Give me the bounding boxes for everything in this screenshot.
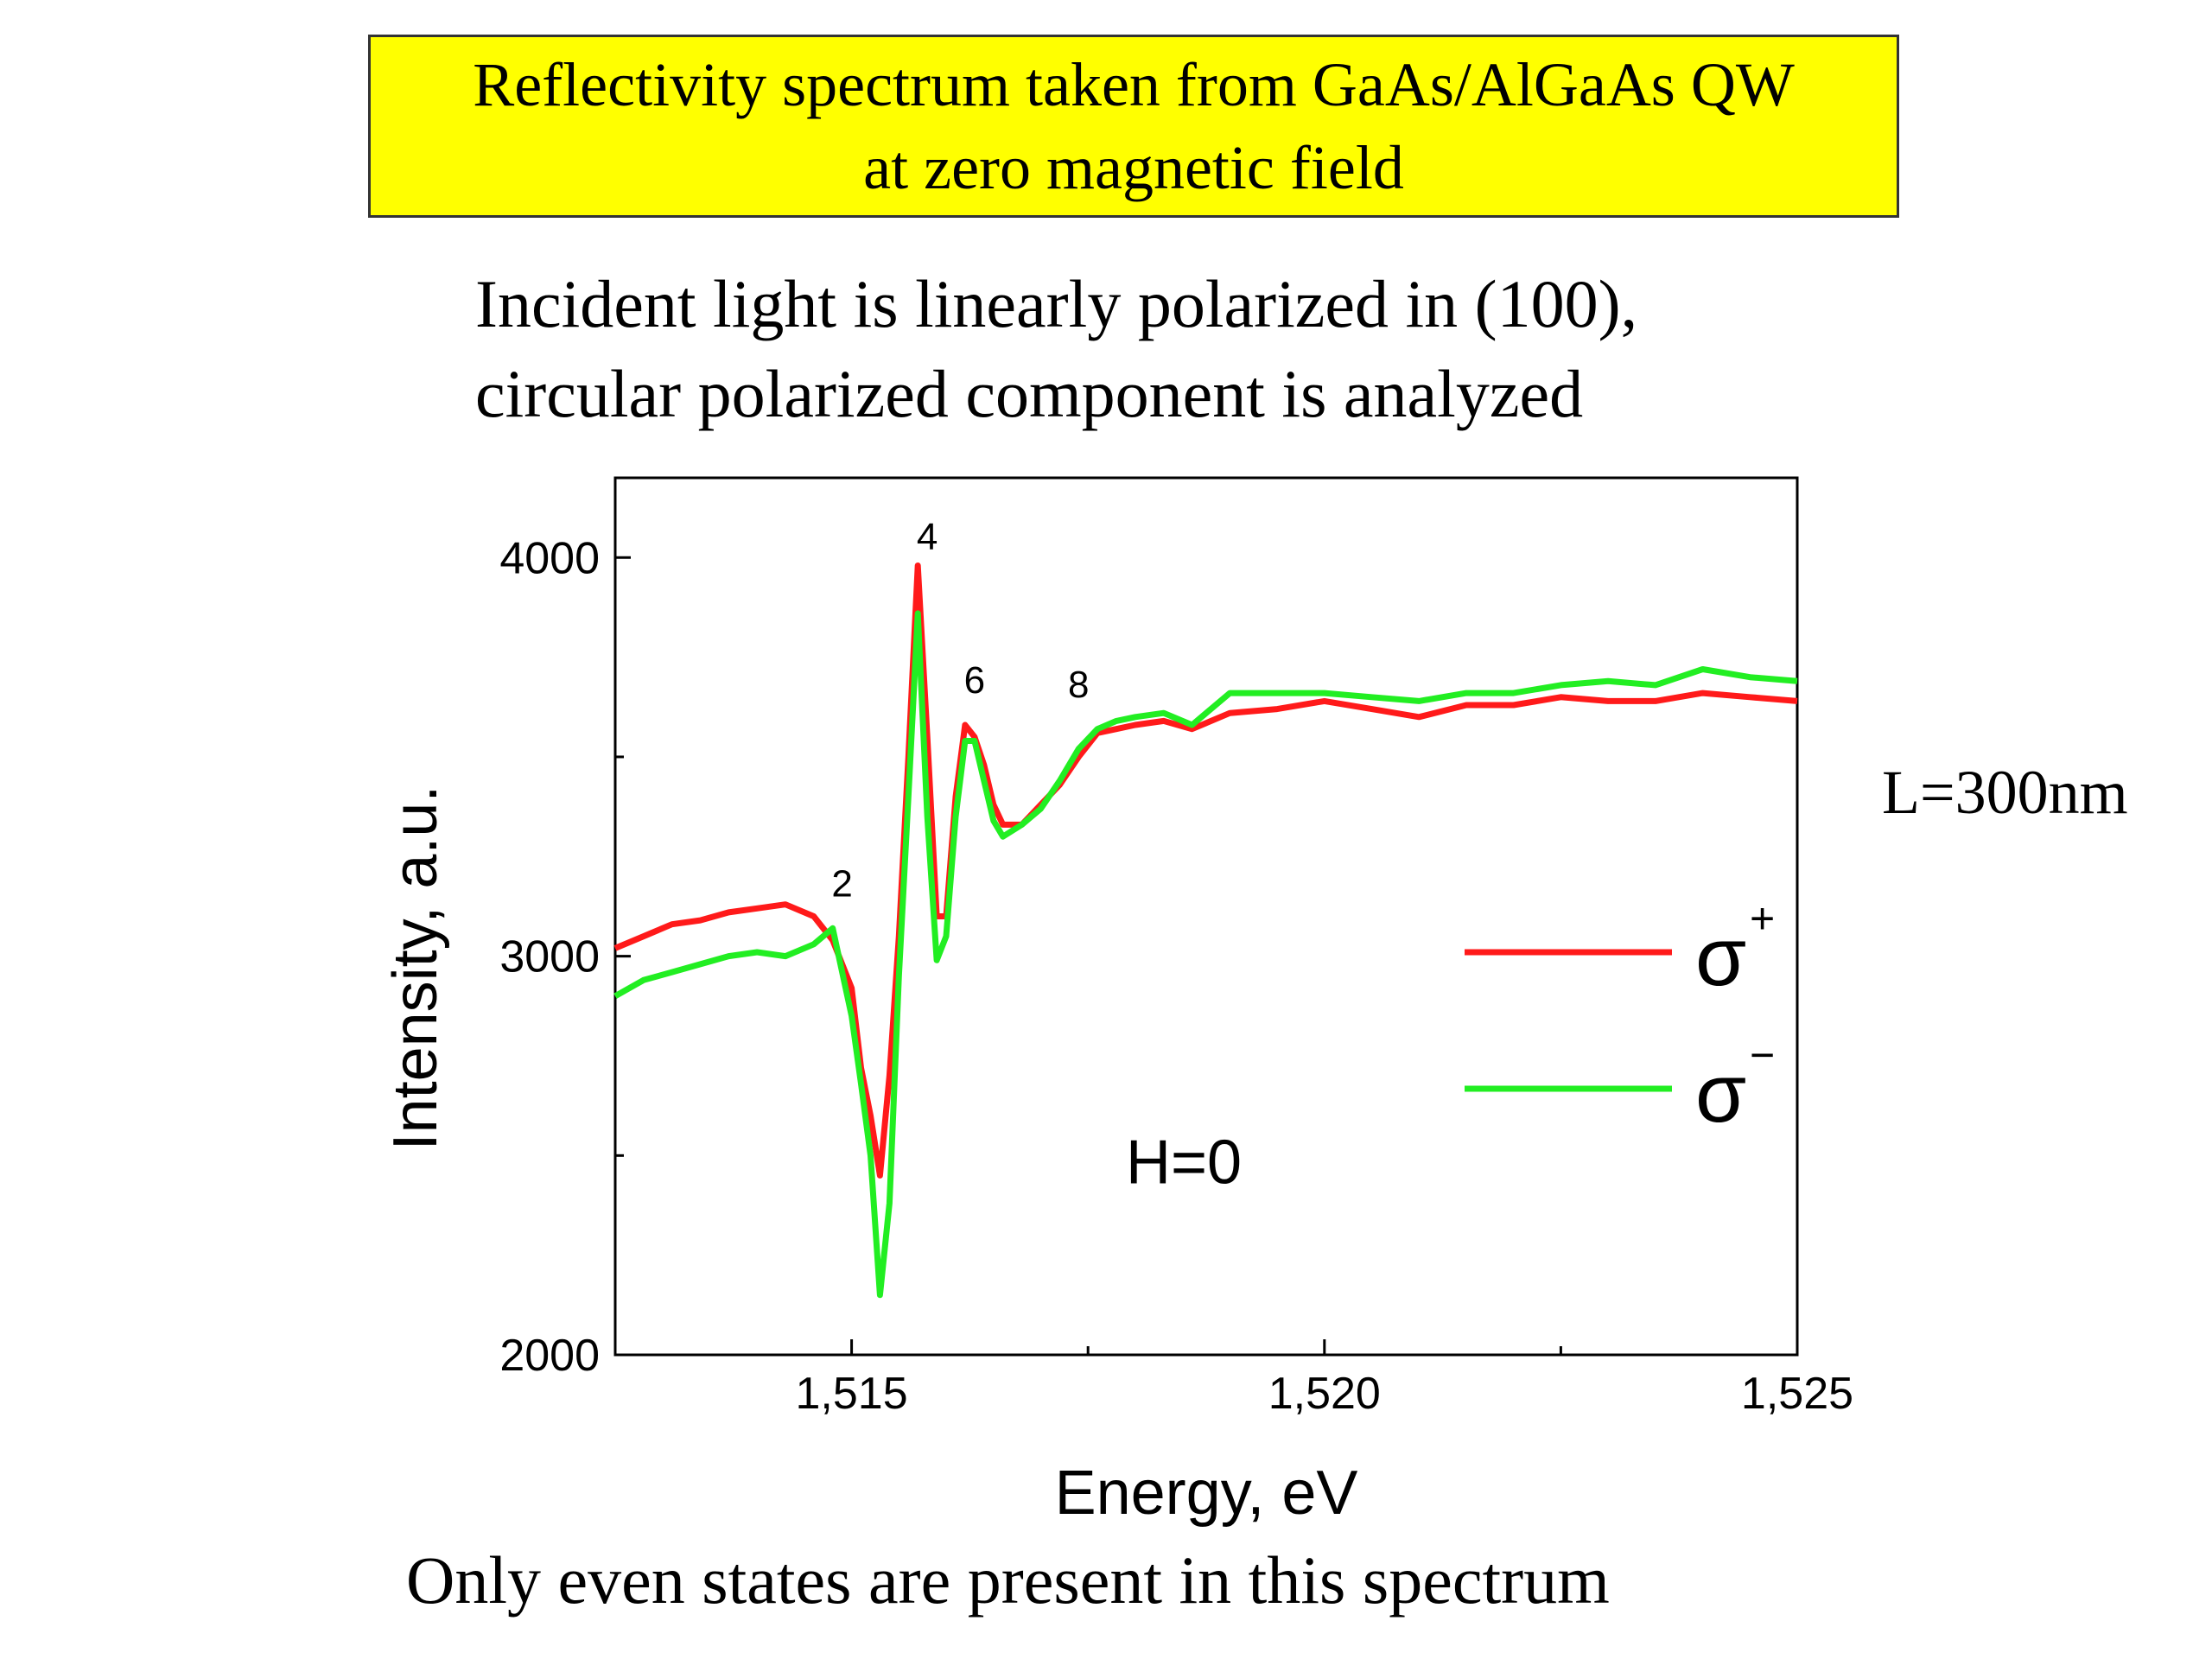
legend: σ + σ − [1465,894,1775,1140]
chart-annotations: 2 4 6 8 H=0 [831,516,1242,1198]
title-line-1: Reflectivity spectrum taken from GaAs/Al… [473,50,1795,119]
legend-sup-sigma-plus: + [1750,894,1775,943]
peak-label: 2 [831,862,852,905]
subtitle-line-2: circular polarized component is analyzed [475,356,1584,431]
series-line-sigma-minus [613,610,1798,1299]
subtitle: Incident light is linearly polarized in … [475,259,1944,439]
plot-frame [613,476,1799,1357]
field-label: H=0 [1126,1128,1242,1198]
legend-sup-sigma-minus: − [1750,1031,1775,1079]
subtitle-line-1: Incident light is linearly polarized in … [475,266,1638,341]
legend-label-sigma-minus: σ [1695,1047,1746,1140]
y-axis-label: Intensity, a.u. [381,785,450,1151]
sample-length-note: L=300nm [1882,758,2128,827]
x-tick-label: 1,525 [1741,1369,1853,1419]
x-tick-label: 1,515 [796,1369,908,1419]
x-tick-label: 1,520 [1268,1369,1381,1419]
peak-label: 8 [1068,664,1089,706]
peak-label: 4 [917,516,938,558]
y-tick-label: 3000 [499,932,600,982]
axis-ticks: 1,515 1,520 1,525 2000 3000 4000 [499,533,1853,1419]
footnote: Only even states are present in this spe… [406,1542,1610,1618]
title-box: Reflectivity spectrum taken from GaAs/Al… [368,35,1899,218]
series-line-sigma-plus [613,563,1798,1179]
series-layer [613,563,1798,1299]
title-line-2: at zero magnetic field [863,133,1404,202]
y-tick-label: 4000 [499,533,600,583]
legend-label-sigma-plus: σ [1695,911,1746,1003]
y-tick-label: 2000 [499,1331,600,1381]
peak-label: 6 [964,659,985,702]
x-axis-label: Energy, eV [1055,1459,1358,1528]
